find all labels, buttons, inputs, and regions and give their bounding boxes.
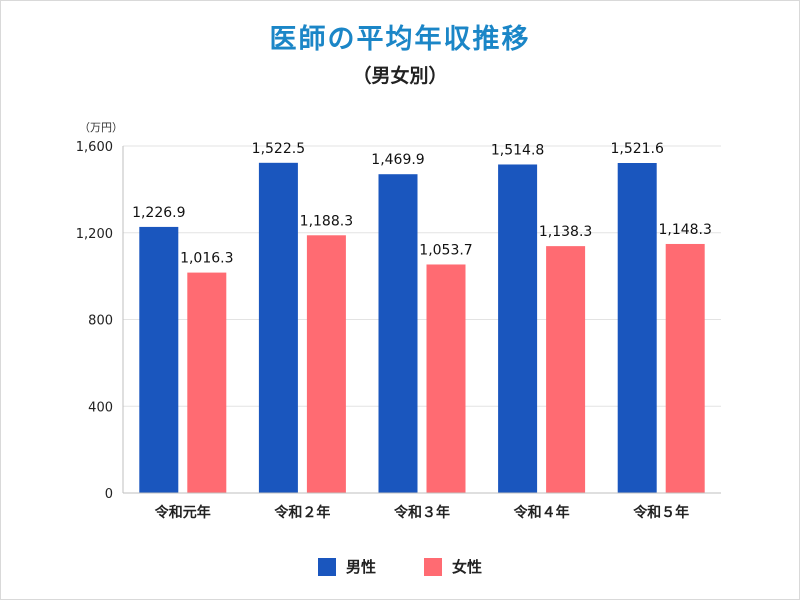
legend-swatch-male [317, 557, 336, 576]
legend-swatch-female [424, 557, 442, 576]
x-tick-label: 令和元年 [154, 504, 211, 521]
y-tick-label: 800 [88, 314, 113, 329]
data-label: 1,522.5 [252, 141, 305, 157]
data-label: 1,148.3 [658, 222, 711, 238]
y-tick-label: 0 [105, 487, 113, 502]
x-tick-label: 令和３年 [393, 504, 450, 521]
bar-male [378, 174, 418, 493]
data-label: 1,226.9 [132, 205, 185, 221]
x-tick-label: 令和４年 [513, 504, 570, 521]
bar-female [665, 243, 705, 493]
data-label: 1,188.3 [300, 213, 353, 229]
bar-male [258, 162, 298, 494]
data-label: 1,053.7 [419, 242, 472, 258]
bar-female [187, 272, 227, 493]
chart-title: 医師の平均年収推移 [269, 24, 531, 55]
x-tick-label: 令和２年 [273, 504, 330, 521]
y-tick-label: 1,200 [76, 227, 113, 242]
bar-male [617, 163, 657, 494]
bar-female [426, 264, 466, 493]
y-tick-label: 1,600 [76, 140, 113, 155]
legend: 男性 女性 [1, 556, 799, 577]
legend-item-female: 女性 [424, 556, 482, 577]
legend-label-female: 女性 [452, 558, 483, 576]
legend-item-male: 男性 [317, 556, 376, 577]
bar-male [498, 164, 538, 493]
data-label: 1,138.3 [539, 224, 592, 240]
bar-female [306, 235, 346, 493]
chart-subtitle: （男女別） [352, 65, 448, 87]
y-unit-label: （万円） [79, 121, 123, 134]
data-label: 1,514.8 [491, 142, 544, 158]
data-label: 1,521.6 [610, 141, 664, 157]
bar-male [139, 226, 179, 493]
bar-female [546, 246, 586, 493]
y-tick-label: 400 [88, 400, 113, 415]
x-tick-label: 令和５年 [632, 504, 689, 521]
legend-label-male: 男性 [345, 558, 376, 576]
data-label: 1,016.3 [180, 251, 233, 267]
data-label: 1,469.9 [371, 152, 424, 168]
